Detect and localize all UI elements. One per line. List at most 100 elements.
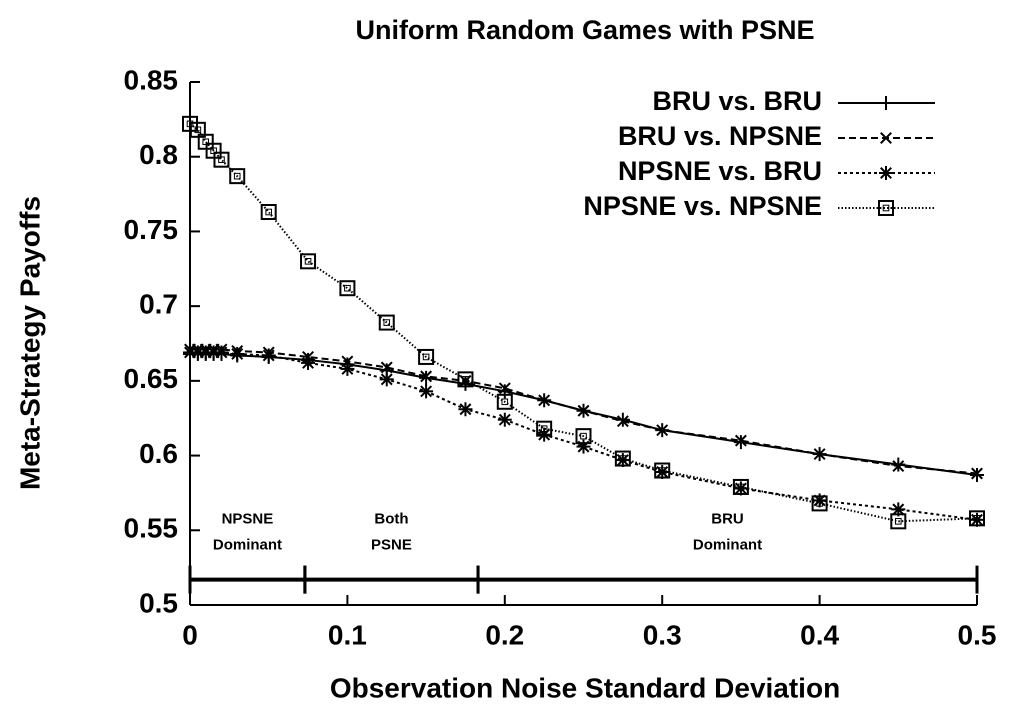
marker [496,393,513,410]
legend-label: BRU vs. NPSNE [618,121,822,151]
x-tick-label: 0.5 [958,619,997,650]
legend-label: BRU vs. BRU [652,86,822,116]
x-tick-label: 0.3 [643,619,682,650]
marker [498,382,511,395]
marker [971,467,983,480]
region-label: Dominant [213,537,282,554]
marker-box [265,208,272,216]
marker-box [816,500,823,507]
marker-box [233,172,241,180]
marker-box [580,432,587,440]
marker-box [878,200,894,216]
marker-box [418,348,435,365]
marker-box [344,284,351,292]
marker [575,428,592,445]
marker [380,361,393,374]
marker [732,478,749,495]
marker-box [457,371,474,388]
marker [614,450,631,467]
marker-stroke [420,370,433,383]
marker [419,384,434,399]
marker-stroke [734,482,747,495]
y-tick-label: 0.5 [139,587,178,618]
marker-stroke [971,513,983,526]
marker-box [378,314,395,331]
marker-stroke [880,132,892,144]
marker-box [229,168,246,185]
marker [890,513,907,530]
marker [878,200,894,216]
marker [229,168,246,185]
marker-stroke [577,404,590,417]
marker-stroke [616,415,629,428]
marker-stroke [341,362,354,375]
marker [811,495,828,512]
marker [497,412,512,427]
x-tick-label: 0.4 [800,619,839,650]
marker [880,132,892,144]
marker-stroke [380,373,393,386]
marker [616,415,629,428]
marker [457,371,474,388]
marker [577,404,590,417]
marker-stroke [892,503,905,516]
marker [214,345,229,360]
marker [378,314,395,331]
marker [230,346,245,361]
y-tick-label: 0.6 [139,438,178,469]
marker [892,460,905,472]
marker [261,348,276,363]
marker [379,372,394,387]
region-label: Both [374,511,408,528]
marker-box [422,353,430,361]
marker [734,434,747,447]
marker [300,253,317,270]
marker-box [882,204,890,212]
x-axis-label: Observation Noise Standard Deviation [330,672,840,703]
region-label: BRU [711,511,744,528]
marker-box [339,280,356,297]
marker [891,457,906,472]
marker [969,510,985,527]
marker-box [811,495,828,512]
marker-stroke [459,403,472,416]
marker [879,166,893,180]
marker-box [260,204,277,221]
series-line [189,123,978,523]
marker [538,394,551,407]
marker-box [536,420,553,437]
marker-stroke [231,348,244,360]
marker-box [732,478,749,495]
marker-box [575,428,592,445]
y-tick-label: 0.8 [139,139,178,170]
marker-box [654,462,671,479]
y-tick-label: 0.55 [124,513,179,544]
marker [418,348,435,365]
marker [654,462,671,479]
marker-stroke [971,467,983,480]
marker [656,424,669,437]
marker-stroke [538,394,551,407]
marker-stroke [380,361,393,374]
marker-box [462,376,469,383]
marker-stroke [302,356,315,369]
marker-stroke [880,167,892,179]
legend-label: NPSNE vs. BRU [618,156,822,186]
marker-box [540,425,548,432]
marker [813,448,826,461]
marker-stroke [813,448,826,461]
marker-box [213,151,230,168]
marker-stroke [656,424,669,437]
x-tick-label: 0.1 [328,619,367,650]
marker-box [658,467,666,474]
marker-box [969,510,985,527]
region-label: Dominant [693,537,762,554]
marker-box [614,450,631,467]
marker-box [737,483,745,491]
marker-box [300,253,317,270]
marker [536,420,553,437]
marker-box [218,156,225,164]
marker-stroke [656,466,669,478]
region-label: NPSNE [222,511,274,528]
